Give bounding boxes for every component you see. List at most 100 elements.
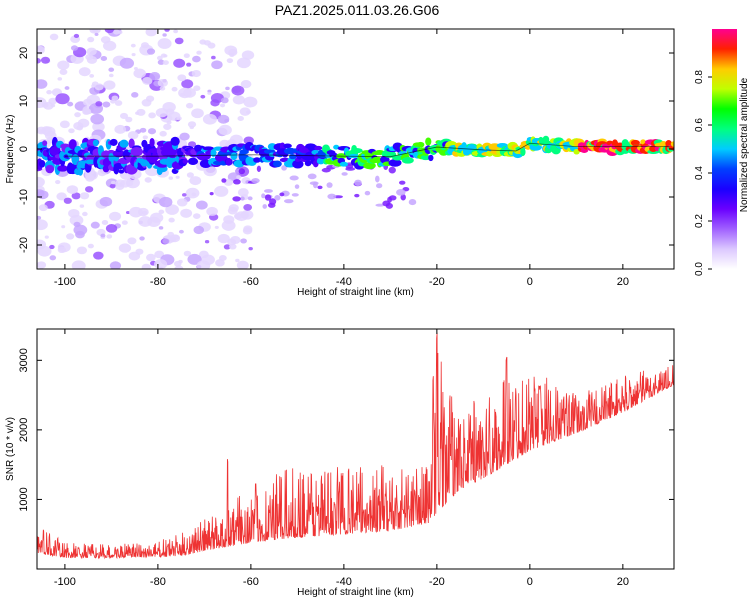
noise-speck [100, 233, 106, 238]
noise-speck [57, 60, 70, 70]
signal-blob [202, 146, 215, 151]
colorbar-tick-label: 0.4 [694, 166, 705, 180]
noise-speck [211, 55, 216, 60]
noise-speck [223, 244, 231, 250]
band-speck [354, 193, 360, 198]
signal-blob [112, 149, 125, 158]
noise-speck [133, 68, 146, 79]
noise-speck [236, 175, 242, 180]
noise-speck [227, 206, 238, 215]
noise-speck [220, 97, 229, 104]
noise-speck [215, 259, 225, 267]
noise-speck [114, 100, 123, 106]
noise-speck [101, 219, 109, 225]
noise-speck [105, 224, 118, 233]
band-speck [261, 193, 266, 199]
signal-blob [401, 156, 414, 164]
x-tick-label: 20 [617, 276, 629, 288]
noise-speck [240, 238, 247, 244]
noise-speck [210, 93, 224, 104]
noise-speck [181, 79, 194, 89]
signal-blob [253, 157, 261, 163]
signal-blob [542, 135, 550, 144]
band-speck [269, 198, 277, 205]
noise-speck [77, 118, 90, 128]
noise-speck [78, 67, 91, 77]
noise-speck [223, 215, 235, 224]
signal-blob [92, 139, 99, 147]
noise-speck [99, 196, 113, 207]
band-speck [233, 179, 241, 185]
band-speck [341, 172, 348, 176]
x-axis-label: Height of straight line (km) [297, 587, 414, 598]
noise-speck [49, 33, 59, 41]
signal-blob [339, 161, 349, 167]
noise-speck [146, 48, 156, 55]
noise-speck [187, 253, 202, 265]
noise-speck [203, 165, 217, 177]
center-trace [64, 142, 670, 158]
noise-speck [226, 58, 234, 64]
noise-speck [125, 210, 130, 215]
noise-speck [76, 246, 88, 255]
noise-speck [82, 211, 88, 217]
band-speck [264, 189, 273, 193]
band-speck [388, 195, 397, 201]
noise-speck [87, 36, 95, 43]
noise-speck [71, 260, 86, 269]
x-tick-label: -20 [429, 276, 445, 288]
signal-blob [182, 159, 189, 164]
noise-speck [130, 43, 136, 48]
y-axis-label: Frequency (Hz) [5, 115, 16, 184]
noise-speck [128, 251, 141, 261]
noise-speck [44, 235, 49, 239]
band-speck [209, 192, 214, 196]
signal-blob [57, 165, 68, 172]
plot-frame [36, 328, 675, 570]
noise-speck [103, 80, 116, 90]
noise-speck [118, 243, 132, 253]
signal-blob [640, 139, 646, 145]
noise-speck [162, 60, 169, 65]
band-speck [240, 196, 245, 201]
band-speck [399, 180, 406, 185]
snr-chart: -100 -80 -60 -40 -20 0 20 1000 2000 3000 Height of… [5, 328, 675, 598]
signal-blob [292, 159, 304, 169]
signal-blob [38, 159, 46, 168]
signal-blob [425, 137, 432, 146]
noise-speck [139, 236, 145, 241]
noise-speck [195, 200, 208, 210]
signal-blob [573, 148, 580, 155]
noise-speck [185, 102, 194, 109]
noise-speck [248, 246, 253, 251]
noise-speck [191, 108, 204, 119]
noise-speck [204, 240, 210, 244]
noise-speck [113, 29, 120, 35]
noise-speck [57, 246, 67, 254]
noise-speck [37, 176, 45, 188]
signal-blob [529, 143, 542, 151]
y-tick-label: 3000 [18, 348, 30, 372]
noise-speck [119, 112, 129, 120]
x-tick-label: -100 [54, 276, 76, 288]
signal-blob [118, 169, 125, 174]
x-tick-label: -20 [429, 576, 445, 588]
noise-speck [225, 86, 230, 91]
noise-speck [93, 251, 104, 260]
x-tick-label: -80 [150, 276, 166, 288]
noise-speck [79, 204, 85, 208]
band-speck [388, 166, 396, 174]
noise-speck [141, 263, 152, 269]
noise-speck [156, 55, 163, 61]
x-tick-label: -60 [243, 576, 259, 588]
noise-speck [109, 183, 116, 189]
noise-speck [73, 33, 80, 38]
band-speck [326, 182, 333, 188]
noise-speck [243, 225, 253, 233]
x-tick-label: -60 [243, 276, 259, 288]
noise-speck [68, 128, 75, 134]
band-speck [281, 165, 287, 171]
band-speck [327, 193, 337, 200]
noise-speck [154, 259, 168, 269]
noise-speck [180, 208, 193, 218]
